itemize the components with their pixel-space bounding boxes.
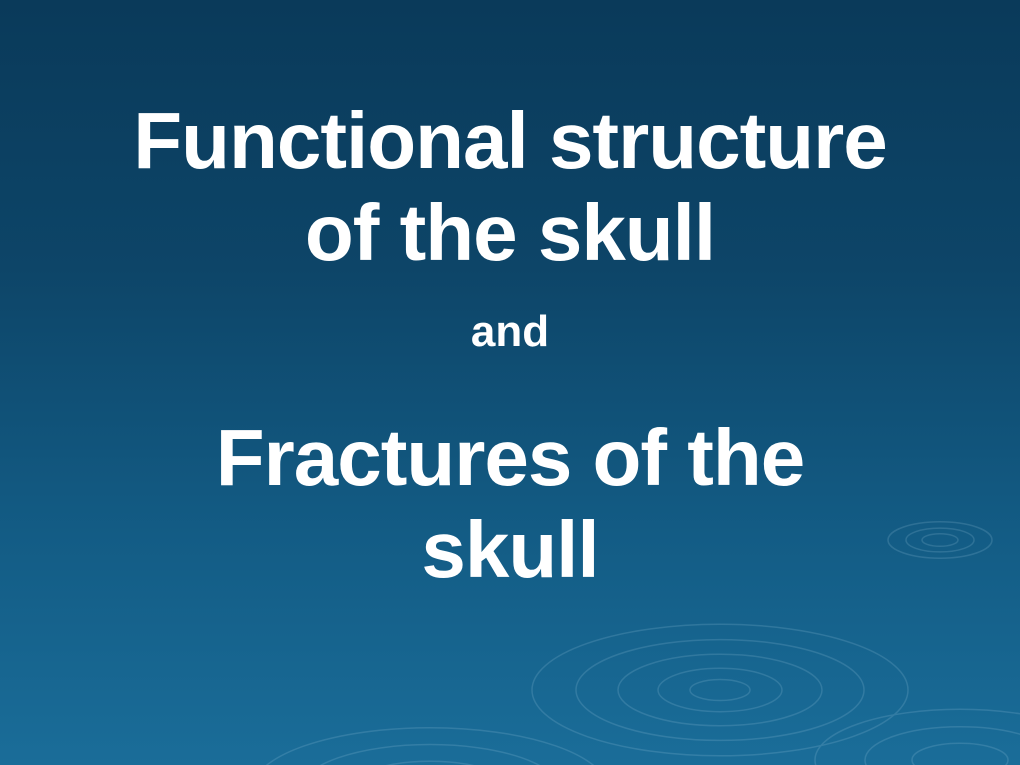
title-line-2: of the skull <box>305 188 715 277</box>
slide-container: Functional structure of the skull and Fr… <box>0 0 1020 765</box>
title-primary: Functional structure of the skull <box>133 95 886 279</box>
subtitle-line-2: skull <box>421 505 598 594</box>
connector-text: and <box>471 307 549 357</box>
title-line-1: Functional structure <box>133 96 886 185</box>
title-secondary: Fractures of the skull <box>216 412 805 596</box>
subtitle-line-1: Fractures of the <box>216 413 805 502</box>
